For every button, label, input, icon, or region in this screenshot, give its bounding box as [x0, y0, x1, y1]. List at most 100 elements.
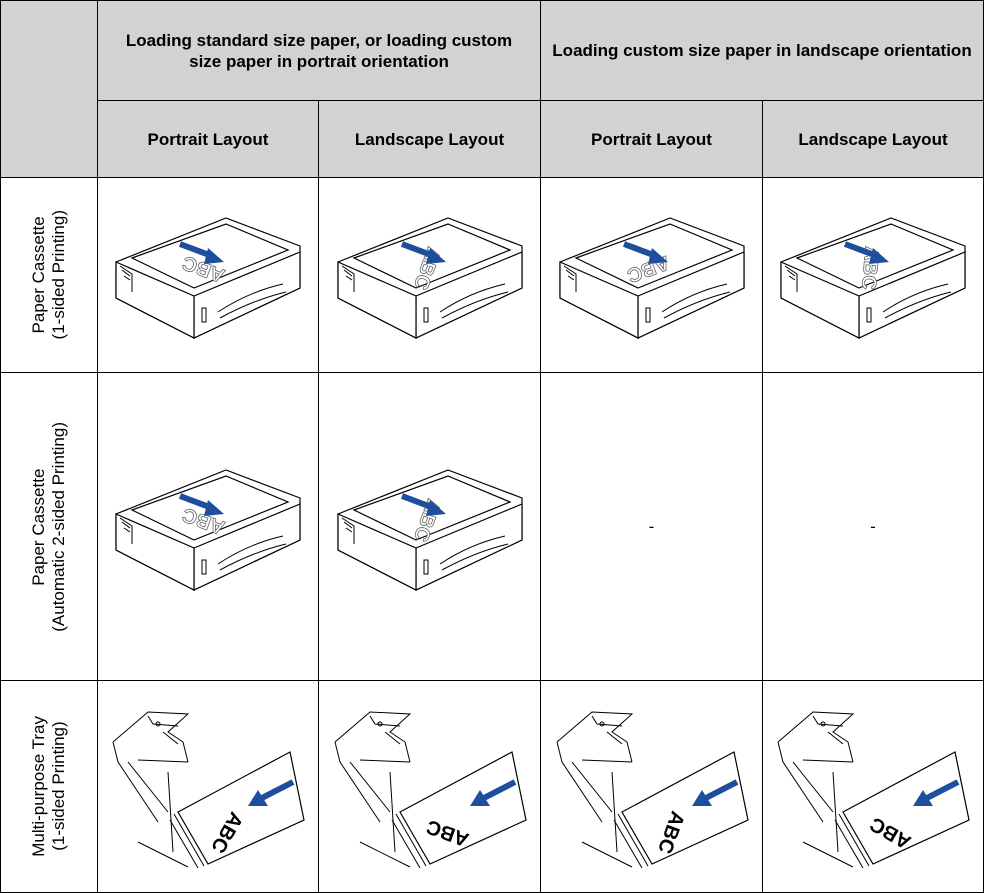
body-cell: ABC [97, 680, 319, 893]
row-label: Multi-purpose Tray (1-sided Printing) [0, 680, 98, 893]
drawing [341, 265, 354, 292]
drawing [177, 750, 305, 865]
drawing [478, 778, 516, 803]
row-label-line: Paper Cassette [29, 216, 48, 334]
drawing [647, 248, 668, 264]
drawing [661, 283, 730, 319]
body-cell: - [540, 372, 763, 681]
row-label: Paper Cassette (1-sided Printing) [0, 177, 98, 373]
drawing [423, 559, 428, 574]
drawing [155, 721, 161, 726]
cell-text: - [870, 516, 876, 536]
drawing [201, 307, 207, 323]
row-label-line: (1-sided Printing) [49, 210, 68, 340]
row-label-text: Paper Cassette (1-sided Printing) [29, 210, 69, 339]
drawing [217, 283, 287, 319]
drawing [391, 813, 426, 868]
body-cell: ABC [540, 177, 763, 373]
drawing [882, 283, 952, 319]
cassette-illustration: ABC [115, 217, 301, 339]
drawing [599, 721, 604, 726]
drawing [439, 535, 508, 570]
drawing [204, 248, 224, 264]
drawing [866, 307, 872, 323]
group-header: Loading standard size paper, or loading … [97, 0, 541, 101]
drawing [201, 559, 207, 574]
drawing [620, 750, 749, 865]
drawing [700, 778, 738, 803]
column-header-text: Landscape Layout [798, 129, 948, 149]
drawing [613, 813, 648, 868]
row-label-line: Paper Cassette [29, 467, 48, 586]
tray-illustration: ABC [556, 710, 749, 868]
column-header-text: Portrait Layout [147, 129, 269, 149]
body-cell: ABC [762, 177, 984, 373]
tray-illustration: ABC [112, 710, 305, 868]
tray-illustration: ABC [334, 710, 527, 868]
row-label: Paper Cassette (Automatic 2-sided Printin… [0, 372, 98, 681]
drawing [248, 789, 268, 806]
drawing [780, 261, 860, 339]
drawing [119, 517, 133, 544]
body-cell: ABC [97, 372, 319, 681]
drawing [556, 710, 633, 867]
drawing [115, 512, 195, 591]
column-header: Landscape Layout [318, 100, 541, 178]
cassette-illustration: ABC [558, 217, 745, 339]
group-header: Loading custom size paper in landscape o… [540, 0, 984, 101]
drawing [921, 778, 960, 803]
row-label-text: Multi-purpose Tray (1-sided Printing) [29, 716, 69, 857]
drawing [204, 499, 224, 516]
drawing [256, 778, 295, 803]
drawing [341, 517, 354, 544]
drawing [217, 535, 287, 570]
drawing [869, 248, 889, 264]
drawing [558, 261, 639, 339]
row-label-line: (1-sided Printing) [49, 721, 68, 852]
column-header: Portrait Layout [97, 100, 319, 178]
row-label-text: Paper Cassette (Automatic 2-sided Printin… [29, 422, 69, 632]
body-cell: ABC [318, 177, 541, 373]
cassette-illustration: ABC [780, 217, 966, 339]
row-label-line: Multi-purpose Tray [29, 716, 48, 857]
drawing [645, 307, 650, 323]
drawing [425, 499, 446, 516]
drawing [777, 710, 855, 867]
drawing [842, 750, 970, 865]
drawing [334, 710, 411, 867]
cassette-illustration: ABC [336, 468, 523, 591]
drawing [834, 813, 870, 868]
drawing [115, 261, 195, 339]
corner-cell [0, 0, 98, 178]
column-header: Landscape Layout [762, 100, 984, 178]
drawing [398, 750, 527, 865]
body-cell: ABC [762, 680, 984, 893]
drawing [820, 721, 826, 726]
drawing [784, 265, 798, 292]
cassette-illustration: ABC [336, 217, 523, 339]
drawing [423, 307, 428, 323]
body-cell: - [762, 372, 984, 681]
group-header-text: Loading custom size paper in landscape o… [552, 41, 972, 60]
drawing [336, 261, 417, 339]
drawing [112, 710, 190, 867]
drawing [336, 512, 417, 591]
column-header-text: Landscape Layout [354, 129, 505, 149]
cassette-illustration: ABC [115, 468, 301, 591]
row-label-line: (Automatic 2-sided Printing) [49, 421, 68, 632]
drawing [425, 248, 446, 264]
tray-illustration: ABC [777, 710, 970, 868]
body-cell: ABC [318, 680, 541, 893]
drawing [169, 813, 205, 868]
drawing [691, 789, 712, 806]
cell-text: - [648, 516, 655, 536]
drawing [377, 721, 382, 726]
drawing [563, 265, 576, 292]
drawing [469, 789, 490, 806]
drawing [119, 265, 133, 292]
group-header-text: Loading standard size paper, or loading … [125, 30, 513, 71]
body-cell: ABC [318, 372, 541, 681]
column-header-text: Portrait Layout [591, 129, 712, 149]
drawing [913, 789, 933, 806]
